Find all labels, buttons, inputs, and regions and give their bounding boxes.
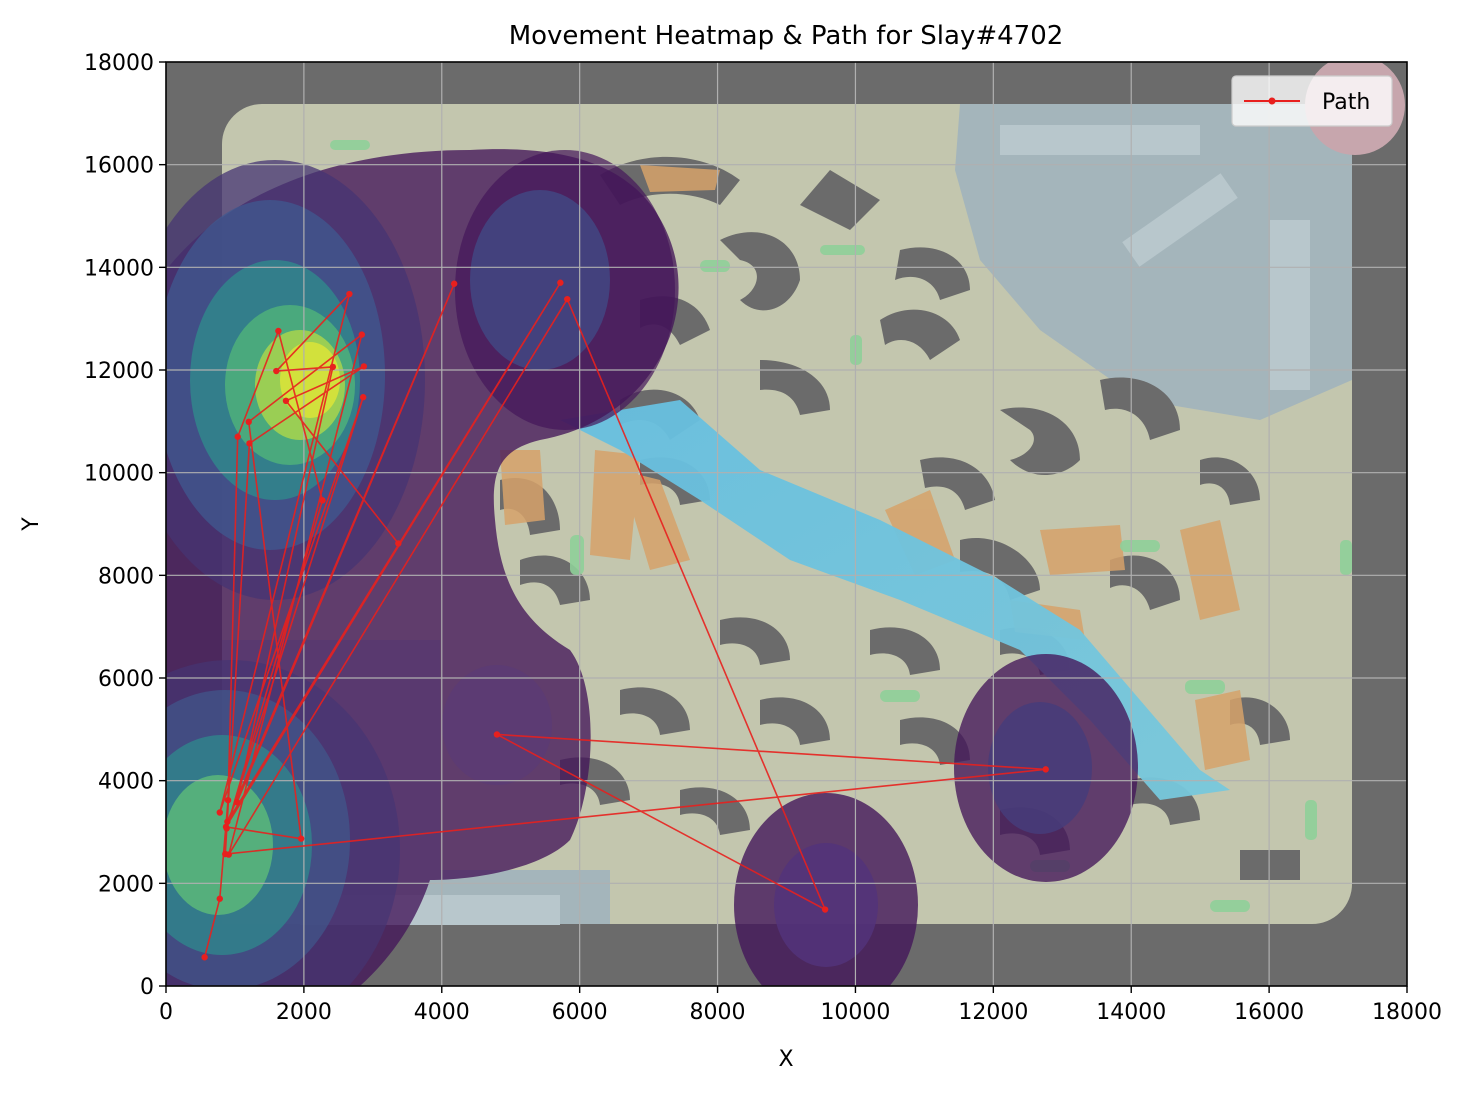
path-point bbox=[821, 906, 829, 913]
x-tick-label: 16000 bbox=[1234, 1000, 1304, 1025]
y-tick-label: 12000 bbox=[84, 359, 154, 384]
path-point bbox=[222, 850, 229, 858]
y-axis-label: Y bbox=[19, 517, 44, 532]
path-point bbox=[216, 809, 223, 816]
path-point bbox=[282, 397, 290, 404]
x-axis-label: X bbox=[778, 1047, 793, 1072]
path-point bbox=[224, 818, 231, 825]
y-axis-ticks: 0 2000 4000 6000 8000 10000 12000 14000 16000 180… bbox=[84, 51, 166, 1000]
x-tick-label: 10000 bbox=[820, 1000, 890, 1025]
x-tick-label: 14000 bbox=[1096, 1000, 1166, 1025]
path-point bbox=[358, 331, 366, 338]
path-point bbox=[245, 418, 252, 426]
path-point bbox=[233, 799, 241, 806]
legend-label-path: Path bbox=[1322, 90, 1370, 115]
path-point bbox=[246, 440, 253, 447]
x-tick-label: 0 bbox=[159, 1000, 173, 1025]
legend-box bbox=[1231, 75, 1393, 127]
x-tick-label: 18000 bbox=[1372, 1000, 1442, 1025]
y-tick-label: 4000 bbox=[98, 770, 154, 795]
path-point bbox=[329, 363, 337, 371]
path-point bbox=[319, 497, 326, 504]
x-tick-label: 4000 bbox=[414, 1000, 470, 1025]
x-tick-label: 6000 bbox=[552, 1000, 608, 1025]
plot-area bbox=[166, 62, 1407, 986]
path-point bbox=[1042, 766, 1049, 773]
path-point bbox=[297, 835, 305, 842]
path-point bbox=[216, 895, 223, 902]
y-tick-label: 6000 bbox=[98, 667, 154, 692]
legend: Path bbox=[1231, 75, 1393, 127]
x-tick-label: 8000 bbox=[690, 1000, 746, 1025]
y-tick-label: 18000 bbox=[84, 51, 154, 76]
y-tick-label: 2000 bbox=[98, 872, 154, 897]
y-tick-label: 0 bbox=[140, 975, 154, 1000]
path-line bbox=[203, 282, 1046, 958]
axes-frame bbox=[165, 61, 1408, 987]
x-tick-label: 2000 bbox=[276, 1000, 332, 1025]
path-point bbox=[275, 327, 282, 335]
legend-marker-path bbox=[1268, 97, 1276, 105]
y-tick-label: 10000 bbox=[84, 462, 154, 487]
path-point bbox=[222, 823, 230, 831]
density-hotspot bbox=[442, 665, 552, 785]
x-tick-label: 12000 bbox=[958, 1000, 1028, 1025]
path-point bbox=[557, 279, 564, 286]
y-tick-label: 14000 bbox=[84, 256, 154, 281]
x-axis-ticks: 0 2000 4000 6000 8000 10000 12000 14000 16000 180… bbox=[159, 986, 1442, 1025]
path-point bbox=[359, 394, 367, 401]
path-point bbox=[395, 540, 402, 547]
path-point bbox=[360, 363, 368, 370]
density-hotspot bbox=[455, 150, 675, 430]
path-point bbox=[234, 433, 241, 440]
y-tick-label: 16000 bbox=[84, 154, 154, 179]
density-hotspot bbox=[734, 793, 918, 986]
path-point bbox=[493, 731, 501, 738]
path-point bbox=[201, 954, 208, 961]
chart-title: Movement Heatmap & Path for Slay#4702 bbox=[509, 21, 1064, 51]
path-point bbox=[450, 280, 458, 287]
path-point bbox=[346, 290, 353, 298]
path-point bbox=[224, 796, 232, 804]
path-series bbox=[201, 279, 1049, 961]
path-point bbox=[564, 295, 571, 303]
y-tick-label: 8000 bbox=[98, 564, 154, 589]
path-point bbox=[273, 367, 280, 375]
